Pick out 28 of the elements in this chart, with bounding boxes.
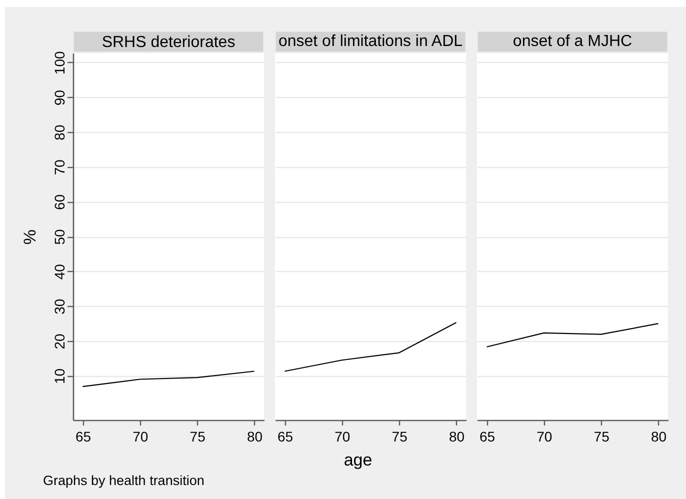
x-tick-label: 80 (246, 428, 263, 444)
x-tick-label: 65 (75, 428, 92, 444)
y-tick-label: 10 (52, 368, 68, 384)
y-tick-label: 100 (52, 51, 68, 75)
x-tick-label: 65 (277, 428, 294, 444)
y-tick-label: 20 (52, 333, 68, 350)
x-tick-label: 70 (334, 428, 350, 444)
y-tick-label: 70 (52, 159, 68, 176)
x-tick-label: 70 (536, 428, 552, 444)
y-tick-label: 80 (52, 124, 68, 140)
x-tick-label: 70 (132, 428, 148, 444)
x-tick-label: 80 (650, 428, 667, 444)
y-axis-title: % (20, 229, 40, 245)
y-tick-label: 30 (52, 298, 68, 314)
x-tick-label: 75 (594, 428, 610, 444)
y-tick-label: 40 (52, 264, 68, 280)
x-tick-label: 75 (190, 428, 206, 444)
chart-title: SRHS deteriorates (102, 34, 236, 52)
x-tick-label: 75 (392, 428, 408, 444)
y-tick-label: 90 (52, 90, 68, 106)
y-tick-label: 60 (52, 194, 68, 210)
y-tick-label: 50 (52, 229, 68, 245)
x-tick-label: 65 (479, 428, 496, 444)
x-axis-title: age (344, 450, 372, 470)
text: Graphs by health transition (43, 473, 204, 488)
line-series (82, 370, 255, 388)
chart-title: onset of a MJHC (512, 33, 632, 50)
x-tick-label: 80 (448, 428, 465, 444)
